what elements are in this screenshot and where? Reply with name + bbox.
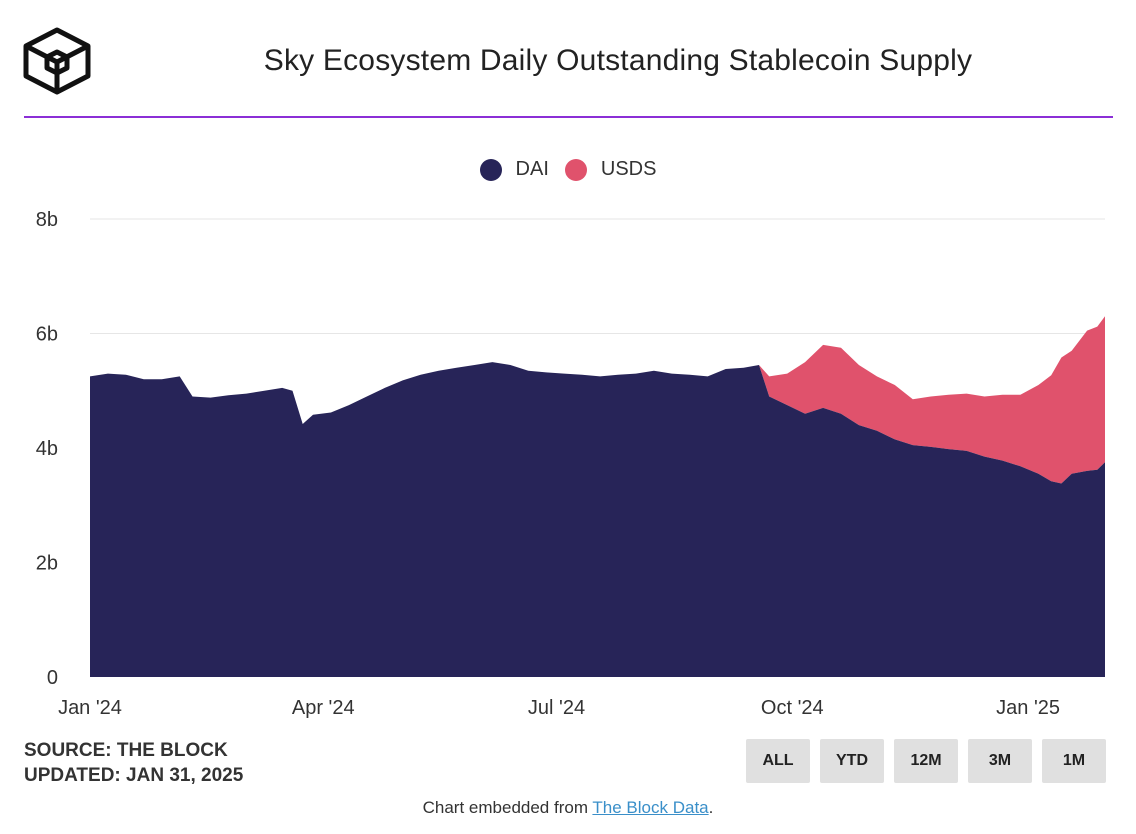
legend-swatch-dai — [479, 158, 502, 181]
embed-suffix: . — [708, 798, 714, 817]
range-button-12m[interactable]: 12M — [894, 739, 958, 783]
series-area-usds — [759, 316, 1105, 484]
range-button-all[interactable]: ALL — [746, 739, 810, 783]
range-buttons: ALL YTD 12M 3M 1M — [736, 739, 1106, 783]
source-line: SOURCE: THE BLOCK — [24, 740, 228, 761]
range-button-ytd[interactable]: YTD — [820, 739, 884, 783]
y-tick-label: 2b — [36, 553, 58, 575]
series-area-dai — [90, 362, 1105, 677]
x-tick-label: Jan '24 — [58, 697, 122, 719]
embed-footer: Chart embedded from The Block Data. — [0, 798, 1136, 818]
legend-item-dai[interactable]: DAI — [479, 158, 549, 181]
updated-line: UPDATED: JAN 31, 2025 — [24, 765, 244, 786]
chart-legend: DAI USDS — [0, 158, 1136, 181]
y-tick-label: 8b — [36, 209, 58, 231]
area-layer — [90, 316, 1105, 677]
the-block-logo-icon — [23, 27, 91, 95]
embed-prefix: Chart embedded from — [422, 798, 593, 817]
x-tick-label: Jul '24 — [528, 697, 585, 719]
legend-swatch-usds — [564, 158, 587, 181]
y-tick-label: 6b — [36, 324, 58, 346]
x-tick-label: Oct '24 — [761, 697, 824, 719]
the-block-data-link[interactable]: The Block Data — [592, 798, 709, 817]
x-tick-label: Apr '24 — [292, 697, 355, 719]
x-tick-label: Jan '25 — [996, 697, 1060, 719]
y-tick-label: 0 — [47, 667, 58, 689]
title-divider — [24, 116, 1113, 118]
legend-label-dai: DAI — [515, 158, 549, 180]
axis-layer: 0 2b 4b 6b 8b Jan '24 Apr '24 Jul '24 Oct '24 Jan… — [36, 209, 1060, 719]
range-button-1m[interactable]: 1M — [1042, 739, 1106, 783]
legend-label-usds: USDS — [600, 158, 657, 180]
legend-item-usds[interactable]: USDS — [564, 158, 657, 181]
source-note: SOURCE: THE BLOCK UPDATED: JAN 31, 2025 — [24, 738, 243, 788]
chart-title: Sky Ecosystem Daily Outstanding Stableco… — [263, 44, 973, 77]
y-tick-label: 4b — [36, 438, 58, 460]
range-button-3m[interactable]: 3M — [968, 739, 1032, 783]
